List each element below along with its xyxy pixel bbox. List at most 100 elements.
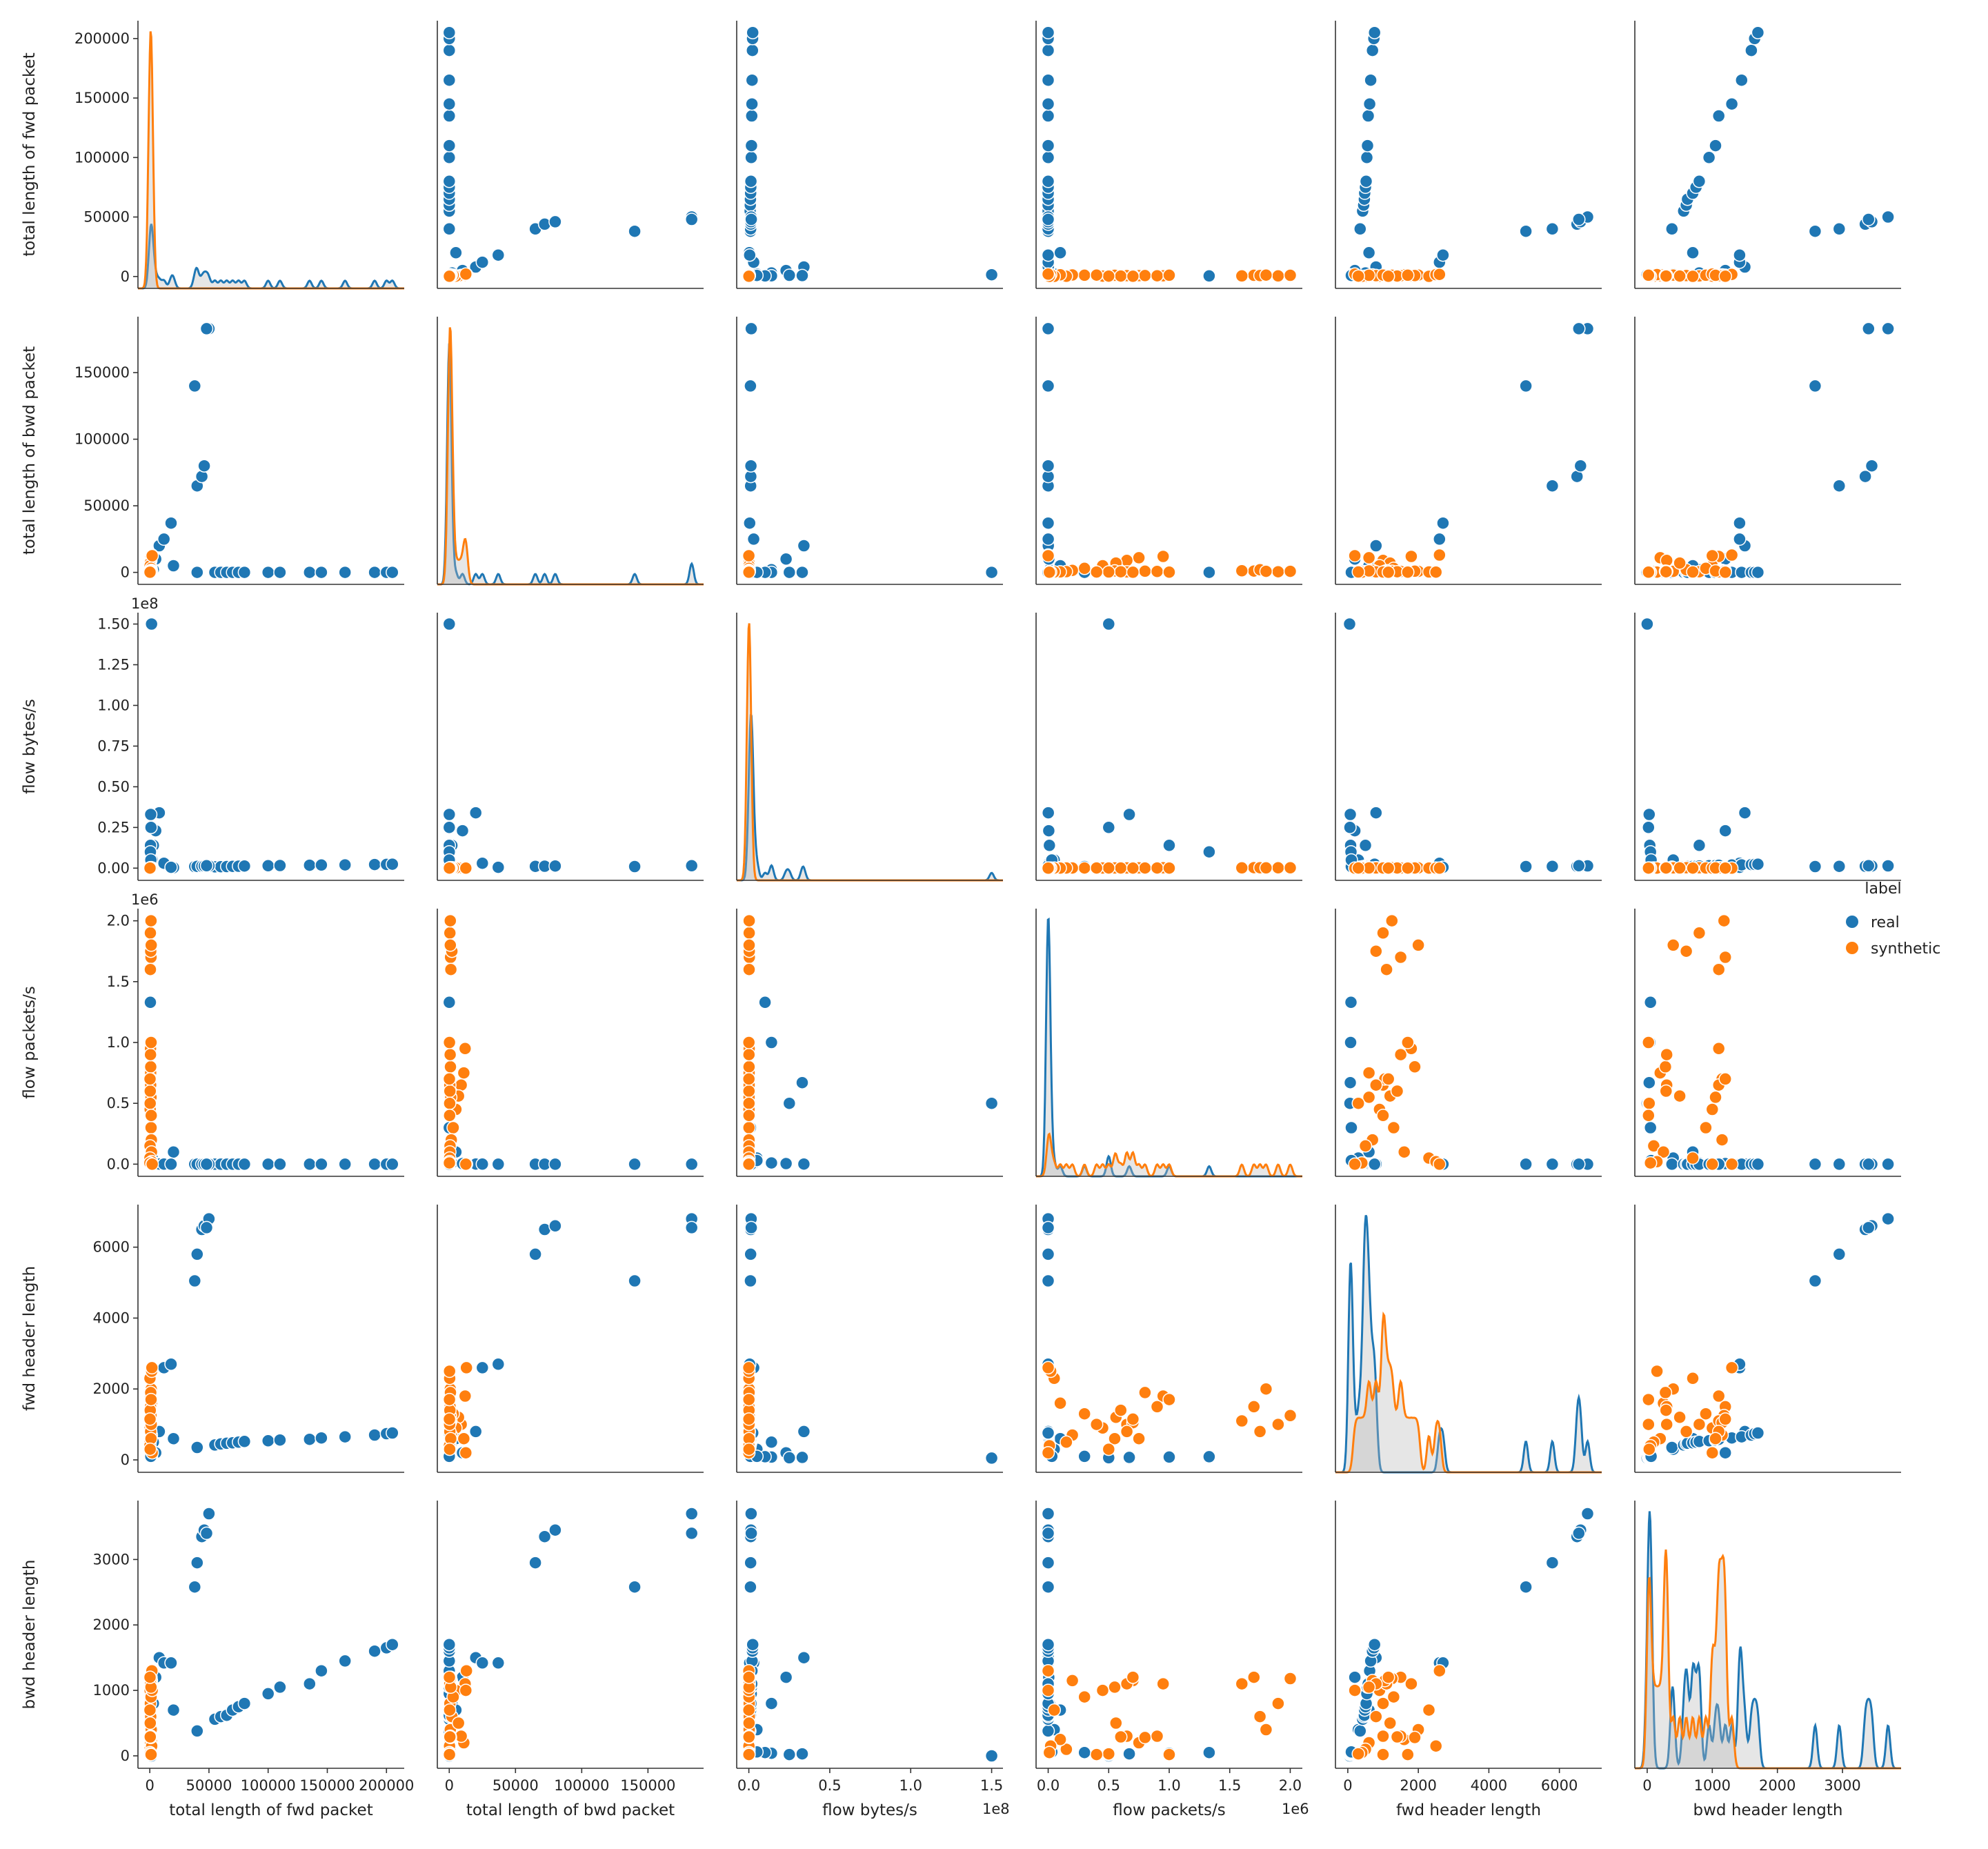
point-real <box>491 1157 506 1171</box>
point-real <box>744 1507 758 1521</box>
point-real <box>261 1687 275 1701</box>
x-tick-label: 3000 <box>1824 1777 1860 1794</box>
point-synthetic <box>443 1703 457 1717</box>
point-synthetic <box>742 1392 756 1407</box>
point-synthetic <box>1686 269 1700 284</box>
point-real <box>764 1697 779 1710</box>
x-tick-label: 100000 <box>241 1777 296 1794</box>
x-axis-title: flow bytes/s <box>822 1801 917 1819</box>
point-real <box>190 1724 204 1738</box>
point-real <box>1353 1724 1367 1738</box>
point-synthetic <box>1408 1060 1422 1074</box>
point-real <box>386 1157 399 1171</box>
point-synthetic <box>454 1078 468 1092</box>
y-tick-label: 6000 <box>93 1239 130 1256</box>
point-real <box>237 1697 252 1710</box>
point-synthetic <box>1659 861 1673 875</box>
point-real <box>386 1426 399 1440</box>
point-synthetic <box>144 913 158 928</box>
point-synthetic <box>1429 565 1443 579</box>
point-real <box>1041 139 1055 152</box>
point-synthetic <box>1102 1747 1116 1761</box>
point-synthetic <box>1376 1748 1390 1761</box>
point-synthetic <box>742 1730 756 1744</box>
cell-flow-bytes-s-vs-fwd-header-length <box>1335 613 1602 881</box>
point-real <box>782 1451 797 1465</box>
point-synthetic <box>1077 1407 1091 1421</box>
point-real <box>164 516 178 530</box>
point-real <box>628 1157 642 1171</box>
point-real <box>1343 807 1358 822</box>
y-tick-label: 1.5 <box>107 973 130 990</box>
point-synthetic <box>1718 269 1732 284</box>
x-tick-label: 1.0 <box>899 1777 922 1794</box>
point-real <box>491 860 506 874</box>
point-real <box>202 1507 216 1521</box>
point-real <box>164 1157 178 1171</box>
point-synthetic <box>742 1084 756 1098</box>
point-real <box>1041 1247 1055 1261</box>
point-synthetic <box>1041 1445 1055 1460</box>
point-synthetic <box>1235 269 1249 283</box>
point-synthetic <box>1386 1120 1401 1135</box>
point-synthetic <box>1247 1670 1261 1684</box>
point-synthetic <box>442 1670 457 1684</box>
point-synthetic <box>1422 1703 1436 1717</box>
point-real <box>744 1220 758 1235</box>
point-real <box>984 1096 999 1110</box>
point-synthetic <box>1711 1389 1726 1403</box>
point-real <box>1519 860 1533 873</box>
point-synthetic <box>1642 1109 1656 1123</box>
y-tick-label: 0 <box>121 1748 130 1764</box>
point-synthetic <box>1724 1361 1739 1375</box>
cell-flow-packets-s-vs-total-length-of-bwd-packet <box>437 909 704 1177</box>
point-synthetic <box>1718 1072 1732 1086</box>
point-real <box>1436 248 1450 262</box>
point-synthetic <box>1132 1432 1146 1445</box>
point-synthetic <box>1705 1445 1720 1460</box>
point-real <box>1367 1157 1382 1171</box>
point-real <box>386 857 399 871</box>
point-synthetic <box>1114 564 1128 579</box>
x-tick-label: 1.0 <box>1157 1777 1180 1794</box>
point-synthetic <box>1385 913 1399 928</box>
y-tick-label: 3000 <box>93 1551 130 1568</box>
point-synthetic <box>1235 1414 1249 1428</box>
point-synthetic <box>1642 861 1656 875</box>
point-synthetic <box>442 1392 457 1407</box>
x-tick-label: 0.5 <box>818 1777 841 1794</box>
point-real <box>1519 379 1533 393</box>
point-real <box>166 1432 181 1445</box>
point-synthetic <box>742 269 756 284</box>
point-synthetic <box>1642 1096 1656 1110</box>
point-synthetic <box>1102 269 1116 283</box>
point-real <box>164 860 178 874</box>
point-synthetic <box>1642 1392 1656 1407</box>
x-tick-label: 1.5 <box>980 1777 1003 1794</box>
point-real <box>1041 322 1055 336</box>
point-real <box>1041 109 1055 123</box>
point-real <box>273 565 287 580</box>
point-synthetic <box>1381 861 1395 875</box>
legend-label-synthetic: synthetic <box>1871 940 1940 958</box>
point-real <box>628 1274 642 1288</box>
point-real <box>1361 109 1375 123</box>
point-synthetic <box>443 926 457 940</box>
point-synthetic <box>1433 548 1447 562</box>
point-synthetic <box>1429 1739 1443 1753</box>
point-synthetic <box>442 1072 457 1086</box>
point-real <box>528 1247 542 1261</box>
point-real <box>797 539 811 553</box>
point-synthetic <box>143 1412 157 1426</box>
point-real <box>1369 539 1383 553</box>
point-real <box>744 175 758 188</box>
point-synthetic <box>1362 551 1376 565</box>
point-synthetic <box>442 1412 457 1426</box>
point-real <box>1344 1036 1358 1049</box>
point-synthetic <box>145 1361 159 1375</box>
x-tick-label: 200000 <box>359 1777 414 1794</box>
point-real <box>315 565 328 580</box>
point-real <box>166 1703 181 1717</box>
point-synthetic <box>1077 1690 1091 1704</box>
point-synthetic <box>1660 1417 1673 1432</box>
